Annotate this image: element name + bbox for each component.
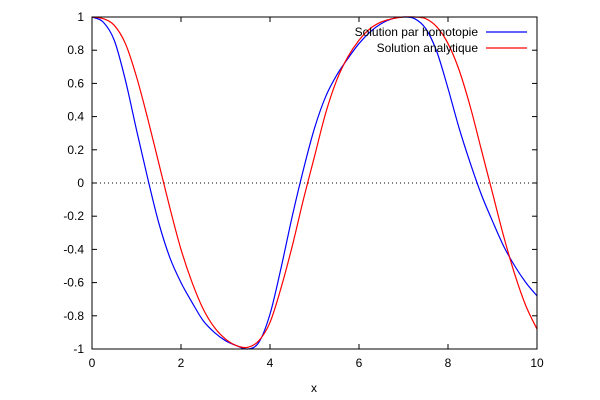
x-tick-label: 4 xyxy=(267,356,274,370)
series-line-solution-analytique xyxy=(91,16,538,349)
y-tick-label: -0.6 xyxy=(63,276,84,290)
axis-ticks xyxy=(91,16,538,350)
y-tick-label: 0 xyxy=(77,176,84,190)
series-line-solution-par-homotopie xyxy=(91,16,538,350)
y-tick-label: -0.8 xyxy=(63,309,84,323)
x-tick-label: 6 xyxy=(356,356,363,370)
legend: Solution par homotopie Solution analytiqu… xyxy=(355,25,527,55)
x-axis-label: x xyxy=(311,381,317,395)
y-tick-label: 0.2 xyxy=(67,143,84,157)
y-tick-label: -0.4 xyxy=(63,242,84,256)
x-tick-label: 0 xyxy=(89,356,96,370)
y-tick-label: 0.6 xyxy=(67,76,84,90)
y-tick-labels: -1 -0.8 -0.6 -0.4 -0.2 0 0.2 0.4 0.6 0.8 1 xyxy=(63,10,84,356)
x-tick-label: 10 xyxy=(530,356,544,370)
plot-frame xyxy=(91,16,538,350)
y-tick-label: 1 xyxy=(77,10,84,24)
y-tick-label: 0.4 xyxy=(67,110,84,124)
y-tick-label: -1 xyxy=(73,342,84,356)
x-tick-labels: 0 2 4 6 8 10 xyxy=(89,356,544,370)
legend-label: Solution par homotopie xyxy=(355,25,479,39)
y-tick-label: 0.8 xyxy=(67,43,84,57)
series-layer xyxy=(91,16,538,350)
x-tick-label: 2 xyxy=(178,356,185,370)
x-tick-label: 8 xyxy=(445,356,452,370)
y-tick-label: -0.2 xyxy=(63,209,84,223)
legend-label: Solution analytique xyxy=(377,41,479,55)
